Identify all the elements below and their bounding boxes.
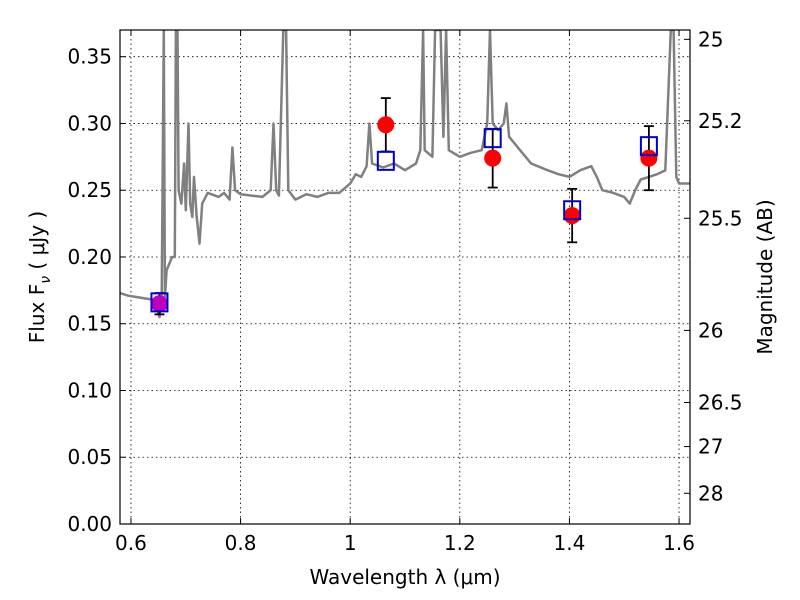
y-tick-label: 0.00 (67, 512, 112, 536)
y-tick-label: 0.25 (67, 178, 112, 202)
data-point (150, 295, 168, 313)
x-tick-label: 1.6 (663, 531, 695, 555)
right-tick-label: 28 (698, 481, 723, 505)
right-tick-label: 27 (698, 435, 723, 459)
right-tick-label: 25.2 (698, 109, 743, 133)
y-tick-label: 0.15 (67, 312, 112, 336)
y-axis-title-subscript: ν (38, 276, 54, 284)
x-axis-title: Wavelength λ (μm) (309, 565, 500, 589)
plot-area (120, 30, 690, 524)
right-tick-label: 26 (698, 318, 723, 342)
y-tick-label: 0.35 (67, 45, 112, 69)
y-tick-label: 0.05 (67, 445, 112, 469)
x-tick-label: 1 (344, 531, 357, 555)
right-axis-title: Magnitude (AB) (753, 199, 777, 354)
x-tick-label: 1.2 (444, 531, 476, 555)
data-point (377, 116, 395, 134)
y-tick-label: 0.20 (67, 245, 112, 269)
y-axis-title-unit: ( μJy ) (25, 211, 49, 276)
model-flux-square (483, 128, 502, 149)
model-spectrum-line (120, 30, 690, 319)
model-flux-square (563, 200, 582, 221)
plot-frame (119, 29, 691, 525)
data-point (484, 149, 502, 167)
x-tick-label: 0.8 (225, 531, 257, 555)
model-flux-square (376, 150, 395, 171)
y-axis-title: Flux Fν ( μJy ) (25, 211, 54, 343)
x-tick-label: 0.6 (115, 531, 147, 555)
axes: 0.6 0.8 1 1.2 1.4 1.6 0.00 0.05 0.10 0.15 0.20 0.25… (67, 27, 742, 555)
right-tick-label: 26.5 (698, 391, 743, 415)
x-tick-label: 1.4 (554, 531, 586, 555)
right-tick-label: 25.5 (698, 206, 743, 230)
y-tick-label: 0.30 (67, 111, 112, 135)
data-point (563, 207, 581, 225)
right-tick-label: 25 (698, 27, 723, 51)
y-tick-label: 0.10 (67, 378, 112, 402)
model-flux-square (639, 136, 658, 157)
data-layer (120, 30, 690, 319)
model-flux-square (150, 292, 169, 313)
data-point (640, 149, 658, 167)
y-axis-title-main: Flux F (25, 284, 49, 343)
